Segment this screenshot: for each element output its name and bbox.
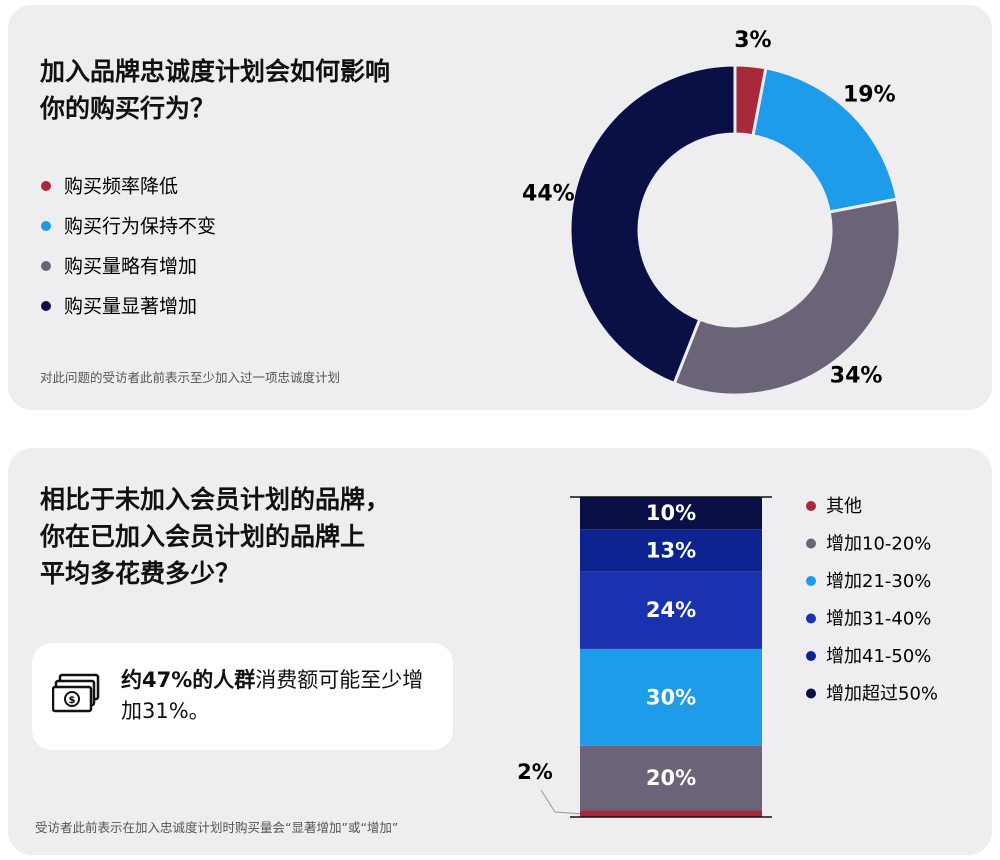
callout-text: 约47%的人群消费额可能至少增加31%。 (121, 665, 431, 727)
legend-label: 购买频率降低 (64, 176, 178, 198)
bar-segment (580, 571, 762, 649)
legend-label: 增加超过50% (826, 684, 938, 705)
chart-title: 相比于未加入会员计划的品牌， 你在已加入会员计划的品牌上 平均多花费多少？ (40, 481, 390, 592)
data-label: 30% (646, 685, 696, 709)
bar-segment (580, 745, 762, 811)
callout-bold: 约47%的人群 (121, 668, 256, 692)
legend-label: 购买行为保持不变 (64, 216, 216, 238)
legend-marker (41, 221, 51, 231)
svg-text:$: $ (69, 695, 76, 706)
bar-segment (580, 529, 762, 572)
legend-label: 购买量略有增加 (64, 256, 197, 278)
legend-marker (41, 261, 51, 271)
legend-marker (806, 501, 816, 511)
leader-line (540, 789, 581, 815)
data-label: 44% (522, 181, 575, 206)
legend-label: 增加21-30% (826, 571, 931, 592)
data-label: 10% (646, 501, 696, 525)
legend-marker (806, 576, 816, 586)
legend-marker (806, 688, 816, 699)
data-label: 2% (517, 760, 553, 784)
callout: $ 约47%的人群消费额可能至少增加31%。 (32, 643, 453, 750)
data-label: 3% (734, 28, 771, 53)
bar-segment (580, 810, 762, 817)
footnote: 受访者此前表示在加入忠诚度计划时购买量会“显著增加”或“增加” (35, 820, 399, 835)
chart-title: 加入品牌忠诚度计划会如何影响 你的购买行为？ (40, 53, 390, 127)
data-label: 19% (843, 83, 896, 108)
title-line: 你的购买行为？ (40, 94, 216, 123)
legend-label: 增加10-20% (826, 534, 931, 555)
title-line: 相比于未加入会员计划的品牌， (40, 485, 391, 514)
data-label: 24% (646, 598, 696, 622)
footnote: 对此问题的受访者此前表示至少加入过一项忠诚度计划 (40, 370, 341, 385)
legend-marker (806, 538, 816, 549)
data-label: 20% (646, 766, 696, 790)
legend-marker (41, 181, 51, 191)
legend-marker (806, 651, 816, 661)
title-line: 你在已加入会员计划的品牌上 (40, 522, 366, 551)
legend-marker (41, 301, 51, 311)
title-line: 加入品牌忠诚度计划会如何影响 (40, 57, 391, 86)
title-line: 平均多花费多少？ (40, 559, 241, 588)
callout-rest: 消费额可能至少增加31%。 (121, 668, 424, 723)
bar-segment (580, 497, 762, 530)
data-label: 13% (646, 538, 696, 562)
legend-label: 购买量显著增加 (64, 296, 197, 318)
legend-label: 增加31-40% (826, 609, 931, 630)
donut-segment (568, 63, 737, 386)
legend-label: 其他 (826, 496, 862, 517)
legend-label: 增加41-50% (826, 646, 931, 667)
donut-segment (672, 197, 902, 397)
bar-segment (580, 648, 762, 746)
money-icon: $ (52, 673, 100, 713)
data-label: 34% (830, 363, 883, 388)
legend-marker (806, 613, 816, 624)
